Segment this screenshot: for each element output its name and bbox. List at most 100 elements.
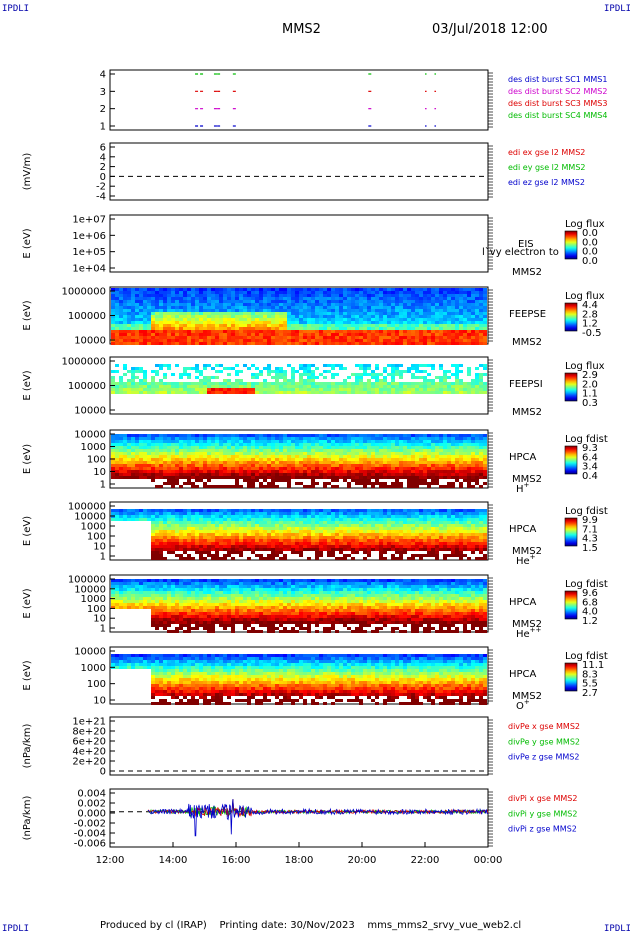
heatmap-cell xyxy=(327,452,331,455)
heatmap-cell xyxy=(191,367,195,370)
heatmap-cell xyxy=(291,473,295,476)
heatmap-cell xyxy=(451,333,455,336)
legend-entry: des dist burst SC4 MMS4 xyxy=(508,111,607,120)
heatmap-cell xyxy=(223,524,227,527)
heatmap-cell xyxy=(163,470,167,473)
heatmap-cell xyxy=(339,476,343,479)
heatmap-cell xyxy=(319,321,323,324)
heatmap-cell xyxy=(467,467,471,470)
heatmap-cell xyxy=(223,464,227,467)
heatmap-cell xyxy=(111,330,115,333)
heatmap-cell xyxy=(279,542,283,545)
heatmap-cell xyxy=(219,443,223,446)
heatmap-cell xyxy=(139,437,143,440)
heatmap-cell xyxy=(155,297,159,300)
heatmap-cell xyxy=(451,485,455,488)
heatmap-cell xyxy=(159,312,163,315)
heatmap-cell xyxy=(327,297,331,300)
heatmap-cell xyxy=(175,324,179,327)
heatmap-cell xyxy=(291,309,295,312)
heatmap-cell xyxy=(375,455,379,458)
heatmap-cell xyxy=(475,306,479,309)
heatmap-cell xyxy=(271,376,275,379)
heatmap-cell xyxy=(311,388,315,391)
heatmap-cell xyxy=(363,324,367,327)
heatmap-cell xyxy=(399,455,403,458)
heatmap-cell xyxy=(247,324,251,327)
heatmap-cell xyxy=(235,443,239,446)
heatmap-cell xyxy=(135,294,139,297)
heatmap-cell xyxy=(279,339,283,342)
heatmap-cell xyxy=(111,382,115,385)
heatmap-cell xyxy=(459,467,463,470)
heatmap-cell xyxy=(343,443,347,446)
heatmap-cell xyxy=(159,288,163,291)
heatmap-cell xyxy=(447,339,451,342)
heatmap-cell xyxy=(379,318,383,321)
heatmap-cell xyxy=(311,318,315,321)
heatmap-cell xyxy=(223,449,227,452)
heatmap-cell xyxy=(131,288,135,291)
heatmap-cell xyxy=(423,470,427,473)
heatmap-cell xyxy=(347,485,351,488)
heatmap-cell xyxy=(235,533,239,536)
heatmap-cell xyxy=(343,303,347,306)
heatmap-cell xyxy=(255,473,259,476)
heatmap-cell xyxy=(163,539,167,542)
heatmap-cell xyxy=(199,327,203,330)
heatmap-cell xyxy=(403,458,407,461)
heatmap-cell xyxy=(295,336,299,339)
heatmap-cell xyxy=(135,515,139,518)
heatmap-cell xyxy=(243,518,247,521)
heatmap-cell xyxy=(287,364,291,367)
heatmap-cell xyxy=(267,470,271,473)
heatmap-cell xyxy=(311,443,315,446)
heatmap-cell xyxy=(159,473,163,476)
heatmap-cell xyxy=(275,288,279,291)
heatmap-cell xyxy=(183,385,187,388)
heatmap-cell xyxy=(119,509,123,512)
heatmap-cell xyxy=(383,452,387,455)
heatmap-cell xyxy=(147,452,151,455)
heatmap-cell xyxy=(275,530,279,533)
heatmap-cell xyxy=(119,315,123,318)
heatmap-cell xyxy=(115,294,119,297)
heatmap-cell xyxy=(259,300,263,303)
heatmap-cell xyxy=(187,291,191,294)
heatmap-cell xyxy=(475,446,479,449)
heatmap-cell xyxy=(391,470,395,473)
heatmap-cell xyxy=(279,382,283,385)
heatmap-cell xyxy=(303,330,307,333)
heatmap-cell xyxy=(255,327,259,330)
heatmap-cell xyxy=(223,303,227,306)
heatmap-cell xyxy=(443,288,447,291)
heatmap-cell xyxy=(187,446,191,449)
heatmap-cell xyxy=(415,467,419,470)
heatmap-cell xyxy=(167,300,171,303)
heatmap-cell xyxy=(455,321,459,324)
heatmap-cell xyxy=(219,521,223,524)
heatmap-cell xyxy=(247,545,251,548)
heatmap-cell xyxy=(211,446,215,449)
heatmap-cell xyxy=(255,376,259,379)
heatmap-cell xyxy=(451,458,455,461)
heatmap-cell xyxy=(255,306,259,309)
heatmap-cell xyxy=(263,557,267,560)
heatmap-cell xyxy=(219,291,223,294)
heatmap-cell xyxy=(179,443,183,446)
heatmap-cell xyxy=(179,318,183,321)
heatmap-cell xyxy=(431,291,435,294)
heatmap-cell xyxy=(371,485,375,488)
y-tick-label: 1e+04 xyxy=(72,264,106,275)
heatmap-cell xyxy=(351,324,355,327)
heatmap-cell xyxy=(435,388,439,391)
heatmap-cell xyxy=(271,370,275,373)
heatmap-cell xyxy=(367,312,371,315)
heatmap-cell xyxy=(195,476,199,479)
heatmap-cell xyxy=(411,321,415,324)
heatmap-cell xyxy=(283,434,287,437)
heatmap-cell xyxy=(283,294,287,297)
heatmap-cell xyxy=(479,321,483,324)
heatmap-cell xyxy=(263,330,267,333)
heatmap-cell xyxy=(303,539,307,542)
